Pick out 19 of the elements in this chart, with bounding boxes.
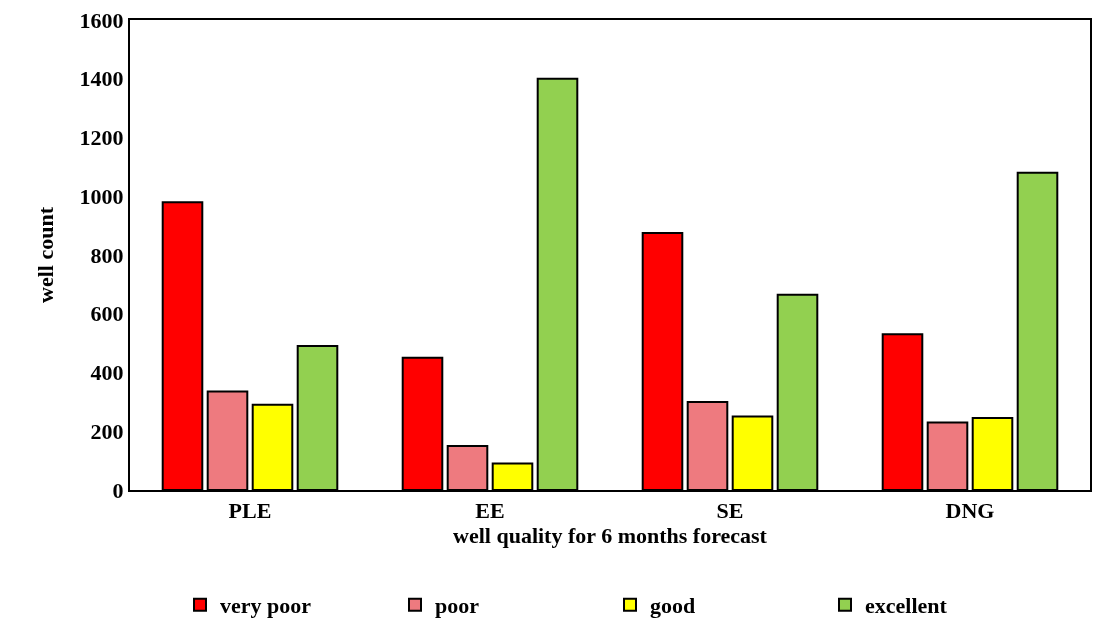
- y-tick-label: 600: [90, 301, 124, 327]
- legend-label: very poor: [220, 593, 312, 619]
- y-tick-label: 1600: [79, 7, 124, 33]
- x-tick-label: PLE: [228, 498, 272, 524]
- y-tick-label: 1000: [79, 183, 124, 209]
- y-tick-label: 0: [112, 477, 124, 503]
- x-axis-title: well quality for 6 months forecast: [453, 523, 768, 549]
- y-tick-label: 1200: [79, 125, 124, 151]
- y-tick-label: 400: [90, 360, 124, 386]
- x-tick-label: DNG: [945, 498, 995, 524]
- legend-label: excellent: [865, 593, 948, 619]
- x-tick-label: SE: [716, 498, 744, 524]
- y-tick-label: 1400: [79, 66, 124, 92]
- y-tick-label: 200: [90, 418, 124, 444]
- legend-label: poor: [435, 593, 480, 619]
- x-tick-label: EE: [475, 498, 505, 524]
- y-axis-title: well count: [32, 206, 58, 303]
- y-tick-label: 800: [90, 242, 124, 268]
- legend-label: good: [650, 593, 696, 619]
